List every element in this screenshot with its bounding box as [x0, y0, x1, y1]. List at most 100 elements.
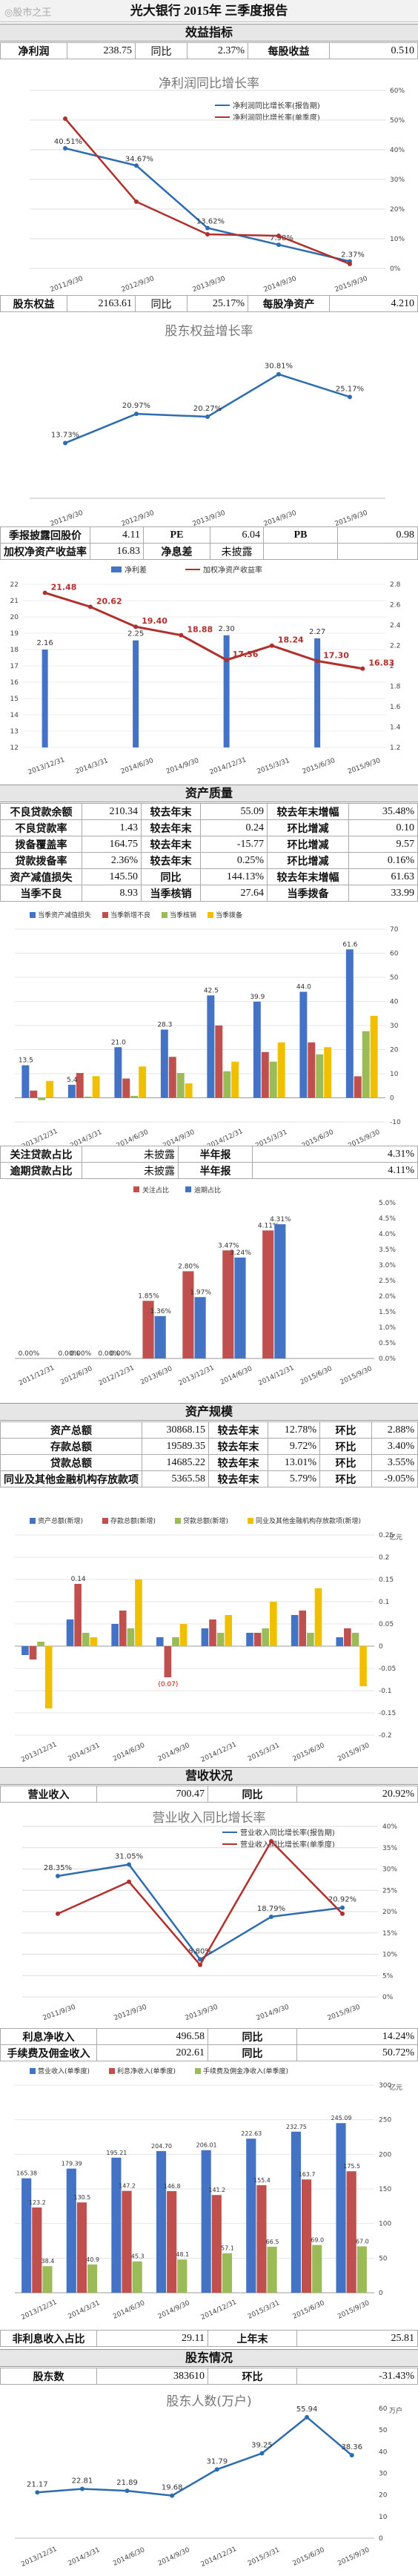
cell: 同比	[135, 295, 188, 312]
y-tick-label: 60%	[390, 87, 405, 95]
bar	[82, 1633, 90, 1646]
table-loan-ratio: 关注贷款占比 未披露 半年报 4.31% 逾期贷款占比 未披露 半年报 4.11%	[0, 1146, 418, 1179]
table-row: 资产减值损失 145.50 同比 144.13% 较去年末增幅 61.63	[0, 868, 418, 885]
x-tick-label: 2014/9/30	[162, 1129, 196, 1146]
bar-label: 0.00%	[19, 1350, 40, 1358]
legend-swatch	[195, 2068, 201, 2074]
data-point	[276, 371, 281, 377]
bar	[185, 1083, 193, 1098]
legend-swatch	[185, 1186, 191, 1192]
y-tick-label: -0.1	[379, 1688, 392, 1695]
table-cell: 资产总额	[0, 1421, 142, 1439]
x-tick-label: 2014/6/30	[219, 1365, 253, 1387]
bar	[37, 1642, 44, 1646]
table-row: 不良贷款率 1.43 较去年末 0.24 环比增减 0.10	[0, 819, 418, 836]
data-point	[63, 116, 67, 121]
data-label: 7.98%	[270, 234, 293, 242]
table-cell: 3.40%	[371, 1438, 418, 1455]
data-label: 17.36	[233, 650, 259, 659]
y-tick-label: 20%	[390, 206, 405, 214]
bar	[308, 1042, 316, 1098]
legend-label: 营业收入同比增长率(报告期)	[240, 1828, 335, 1837]
table-cell: 较去年末	[208, 1454, 268, 1471]
data-point	[214, 2467, 219, 2472]
chart-asset-scale: 资产总额(新增) 存款总额(新增) 贷款总额(新增) 同业及其他金融机构存放款项(新增…	[0, 1513, 418, 1765]
chart-shareholders: 股东人数(万户) 万户 0 10 20 30 40 50 60 2013/12/31 2014/3/…	[0, 2386, 418, 2572]
legend-label: 当季拨备	[216, 911, 242, 919]
y-tick-label: 150	[379, 2186, 391, 2193]
data-point	[269, 643, 274, 648]
y-tick-label: 0	[390, 1095, 394, 1103]
bar-label: 2.27	[309, 628, 325, 636]
cell: 净息差	[143, 543, 210, 560]
bar	[167, 2190, 177, 2293]
y-tick-label: 200	[379, 2151, 391, 2159]
table-cell: 环比增减	[267, 819, 349, 836]
table-cell: 较去年末增幅	[267, 803, 349, 820]
y-tick-label: 50	[379, 2255, 388, 2262]
bar-label: 1.36%	[150, 1308, 171, 1315]
y-tick-label: 0.15	[379, 1576, 394, 1584]
bar	[42, 2266, 53, 2293]
data-label: 21.17	[27, 2480, 48, 2489]
bar	[207, 995, 215, 1098]
table-cell: 同业及其他金融机构存放款项	[0, 1470, 142, 1487]
data-point	[348, 262, 352, 266]
table-cell: 环比	[319, 1470, 372, 1487]
data-point	[134, 412, 139, 417]
bar-label: 48.1	[176, 2251, 189, 2258]
table-cell: 144.13%	[200, 868, 268, 885]
table-shareholders: 股东数 383610 环比 -31.43%	[0, 2368, 418, 2385]
cell: 每股收益	[248, 42, 330, 59]
data-label: 28.35%	[44, 1864, 72, 1872]
table-revenue: 营业收入 700.47 同比 20.92%	[0, 1786, 418, 1803]
chart-net-profit-growth: 净利润同比增长率 净利润同比增长率(报告期) 净利润同比增长率(单季度) 0% 10% 2…	[0, 61, 418, 306]
y-tick-label: 70	[390, 926, 399, 934]
table-cell: 上年末	[208, 2330, 297, 2347]
legend-swatch	[162, 912, 167, 918]
bar	[114, 1047, 122, 1098]
table-cell: 13.01%	[268, 1454, 320, 1471]
y-tick-label: 0.2	[379, 1554, 389, 1562]
section-shareholders: 股东情况	[0, 2349, 418, 2367]
table-cell: 较去年末	[141, 819, 201, 836]
x-tick-label: 2015/6/30	[302, 757, 336, 776]
bar	[179, 1624, 188, 1646]
bar-label: 44.0	[296, 984, 311, 991]
table-cell: 4.11%	[252, 1162, 418, 1179]
bar	[225, 1615, 233, 1646]
x-tick-label: 2014/3/31	[69, 1129, 103, 1146]
y-tick-label-right: 1.6	[390, 704, 401, 711]
legend-label: 资产总额(新增)	[38, 1516, 83, 1525]
bar	[21, 1646, 29, 1655]
table-row: 贷款总额 14685.22 较去年末 13.01% 环比 3.55%	[0, 1454, 418, 1471]
bar	[346, 2171, 356, 2293]
y-tick-label: 21	[10, 598, 19, 605]
bar	[211, 2195, 222, 2293]
cell: 4.210	[329, 295, 418, 312]
series-line	[64, 118, 351, 265]
y-tick-label: 20	[10, 614, 19, 621]
bar	[262, 1230, 274, 1358]
data-label: 19.68	[162, 2484, 183, 2492]
x-tick-label: 2015/6/30	[299, 1365, 334, 1387]
table-cell: 8.93	[82, 885, 142, 902]
table-cell: 较去年末增幅	[267, 868, 349, 885]
y-tick-label: -0.15	[379, 1710, 396, 1717]
table-cell: 环比	[319, 1421, 372, 1439]
y-tick-label: 17	[10, 663, 19, 670]
legend-label: 手续费及佣金净收入(单季度)	[203, 2067, 288, 2075]
legend-label: 存款总额(新增)	[110, 1516, 156, 1525]
y-tick-label: 15	[10, 696, 19, 703]
x-tick-label: 2014/12/31	[209, 756, 248, 776]
bar-label: 57.1	[221, 2245, 234, 2252]
bar	[21, 1065, 30, 1098]
bar-label: 3.47%	[218, 1242, 239, 1249]
x-tick-label: 2015/3/31	[254, 1129, 288, 1146]
bar-label: 0.00%	[110, 1350, 132, 1358]
legend-label: 净利润同比增长率(报告期)	[233, 101, 320, 110]
x-tick-label: 2012/9/30	[121, 509, 156, 528]
bar-label: (0.07)	[158, 1681, 178, 1688]
data-label: 20.92%	[328, 1896, 356, 1904]
table-cell: 496.58	[96, 2028, 208, 2045]
